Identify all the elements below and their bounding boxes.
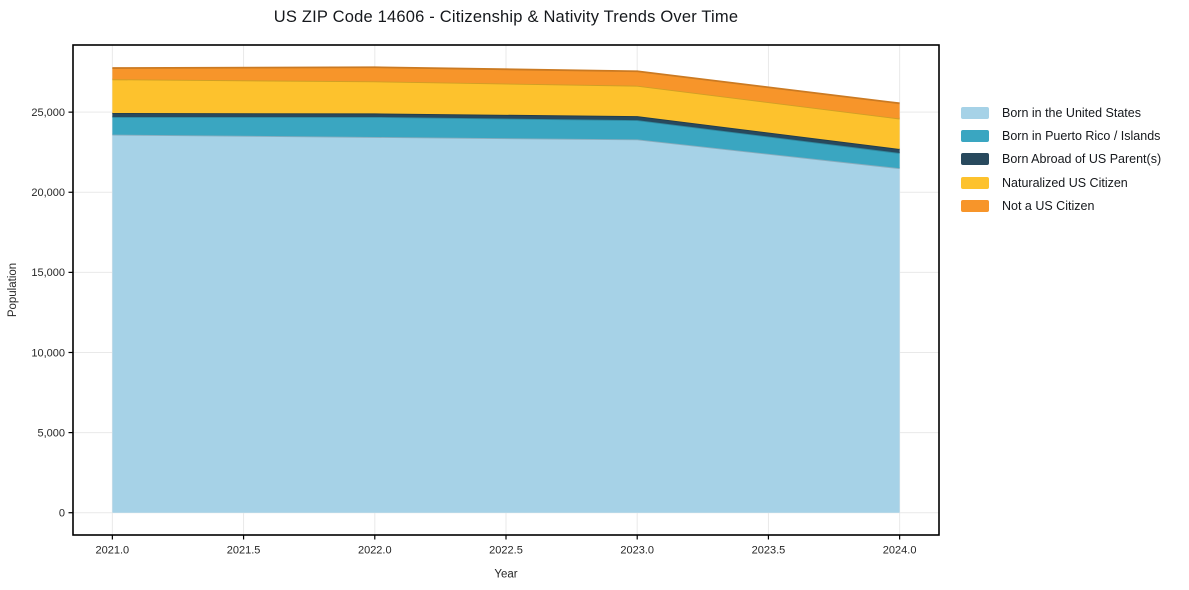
- y-tick-label: 20,000: [31, 187, 65, 199]
- legend-item-born-abroad-of-us-parent-s: Born Abroad of US Parent(s): [961, 148, 1161, 171]
- chart-title: US ZIP Code 14606 - Citizenship & Nativi…: [273, 8, 739, 26]
- y-axis-label: Population: [7, 263, 19, 317]
- legend-label: Born in the United States: [1002, 105, 1141, 120]
- legend-label: Born Abroad of US Parent(s): [1002, 152, 1162, 167]
- x-tick-label: 2021.5: [227, 545, 261, 557]
- y-tick-label: 15,000: [31, 267, 65, 279]
- x-tick-label: 2023.0: [620, 545, 654, 557]
- legend-label: Naturalized US Citizen: [1002, 175, 1128, 190]
- y-tick-label: 10,000: [31, 347, 65, 359]
- legend-swatch: [961, 130, 989, 143]
- x-tick-label: 2022.5: [489, 545, 523, 557]
- y-tick-label: 0: [59, 508, 65, 520]
- legend-item-naturalized-us-citizen: Naturalized US Citizen: [961, 171, 1161, 194]
- legend-item-not-a-us-citizen: Not a US Citizen: [961, 195, 1161, 218]
- legend-item-born-in-the-united-states: Born in the United States: [961, 101, 1161, 124]
- y-tick-label: 5,000: [37, 427, 65, 439]
- x-axis-label: Year: [494, 569, 517, 581]
- legend-swatch: [961, 153, 989, 166]
- legend-label: Not a US Citizen: [1002, 199, 1095, 214]
- legend-swatch: [961, 200, 989, 213]
- area-naturalized-us-citizen: [112, 79, 900, 149]
- legend-swatch: [961, 106, 989, 119]
- legend-item-born-in-puerto-rico-islands: Born in Puerto Rico / Islands: [961, 124, 1161, 147]
- x-tick-label: 2024.0: [883, 545, 917, 557]
- area-born-in-the-united-states: [112, 134, 900, 513]
- area-born-abroad-of-us-parent-s: [112, 112, 900, 153]
- legend-label: Born in Puerto Rico / Islands: [1002, 129, 1161, 144]
- x-tick-label: 2021.0: [96, 545, 130, 557]
- area-edge-not-a-us-citizen: [112, 66, 900, 105]
- x-tick-label: 2023.5: [752, 545, 786, 557]
- y-tick-label: 25,000: [31, 107, 65, 119]
- legend-swatch: [961, 176, 989, 189]
- area-born-in-puerto-rico-islands: [112, 116, 900, 169]
- legend: Born in the United States Born in Puerto …: [961, 101, 1161, 218]
- x-tick-label: 2022.0: [358, 545, 392, 557]
